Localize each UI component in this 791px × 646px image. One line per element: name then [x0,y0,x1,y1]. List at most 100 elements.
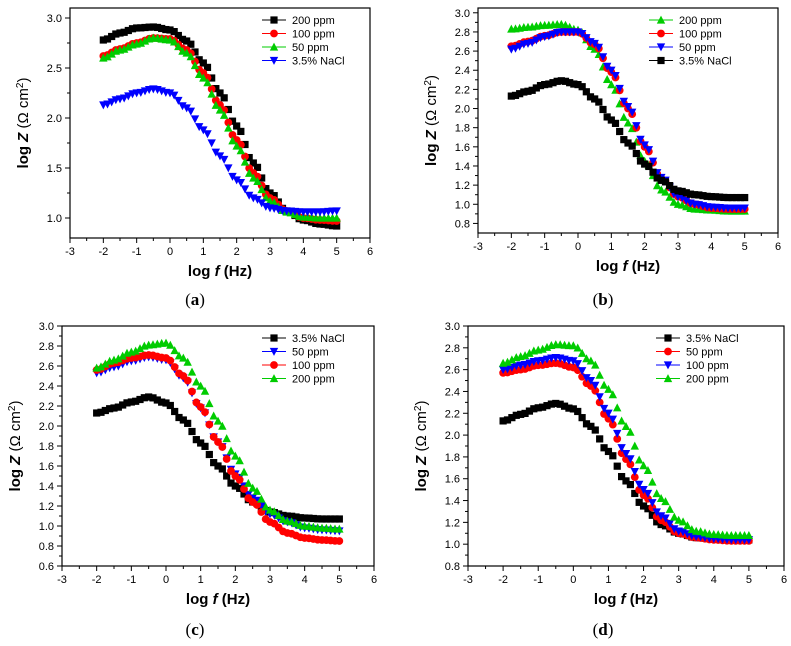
y-tick-label: 1.8 [445,452,460,464]
data-point [203,63,212,71]
data-point [257,185,266,194]
data-point [639,486,648,495]
data-point [621,421,631,430]
data-point [231,451,240,460]
x-tick-label: 1 [200,246,206,258]
data-point [201,408,209,417]
data-point [652,489,661,498]
data-point [114,354,123,363]
data-point [591,386,600,395]
data-point [627,108,637,117]
series-3-5-nacl [93,393,343,523]
data-point [103,35,112,43]
data-point [209,411,218,420]
data-point [257,494,266,503]
data-point [101,406,109,415]
legend-marker [270,16,278,24]
x-tick-label: -2 [498,574,508,586]
y-tick-label: 2.0 [47,113,62,125]
data-point [228,172,237,181]
y-tick-label: 1.6 [39,461,54,473]
data-point [691,191,699,199]
data-point [557,77,565,85]
data-point [186,52,196,61]
data-point [322,515,330,523]
data-point [594,43,604,52]
data-point [192,436,200,444]
legend-marker [269,56,279,65]
data-point [652,181,662,190]
x-axis-label: log f (Hz) [594,591,658,608]
data-point [521,409,529,418]
x-tick-label: -1 [540,241,550,253]
data-point [132,397,140,405]
y-tick-label: 2.8 [455,27,470,39]
data-point [231,482,239,490]
data-point [582,420,591,428]
data-point [201,442,209,450]
data-point [203,130,212,139]
data-point [560,402,569,410]
data-point [196,403,205,411]
data-point [648,157,658,166]
data-point [220,94,228,102]
data-point [665,192,674,201]
data-point [133,24,141,32]
data-point [244,191,254,200]
data-point [530,405,538,413]
data-point [141,23,149,32]
data-point [604,409,613,418]
data-point [569,341,578,350]
data-point [652,508,661,517]
data-point [582,88,590,96]
y-tick-label: 3.0 [39,321,54,333]
data-point [165,89,175,98]
data-point [191,48,199,56]
data-point [169,37,179,46]
data-point [603,113,611,121]
data-point [630,441,639,450]
data-point [607,116,615,124]
x-tick-label: -1 [126,574,136,586]
data-point [106,405,114,413]
data-point [219,155,229,164]
x-tick-label: -3 [57,574,67,586]
data-point [248,483,257,492]
data-point [624,139,632,147]
data-point [320,220,328,228]
data-point [599,380,609,389]
data-point [711,193,720,201]
data-point [188,427,196,436]
data-point [208,74,216,82]
data-point [582,374,591,383]
data-point [543,402,551,410]
data-point [632,149,640,158]
y-tick-label: 0.6 [39,561,54,573]
x-tick-label: -3 [463,574,473,586]
data-point [170,363,179,371]
data-point [626,455,635,464]
data-point [608,415,618,424]
data-point [656,493,666,502]
data-point [591,426,599,434]
panel-caption: (a) [185,290,205,309]
data-point [269,198,279,207]
data-point [628,142,636,150]
y-tick-label: 1.0 [455,199,470,211]
data-point [617,416,626,425]
data-point [237,127,245,136]
data-point [670,525,679,534]
data-point [573,360,582,369]
data-point [261,193,271,202]
data-point [215,152,225,161]
data-point [621,450,631,459]
data-point [158,24,166,33]
y-tick-label: 1.2 [445,517,460,529]
data-point [507,355,517,364]
data-point [630,468,639,477]
legend-marker [656,43,666,52]
data-point [645,162,653,171]
x-tick-label: 0 [575,241,581,253]
data-point [604,447,613,456]
data-point [532,84,540,92]
